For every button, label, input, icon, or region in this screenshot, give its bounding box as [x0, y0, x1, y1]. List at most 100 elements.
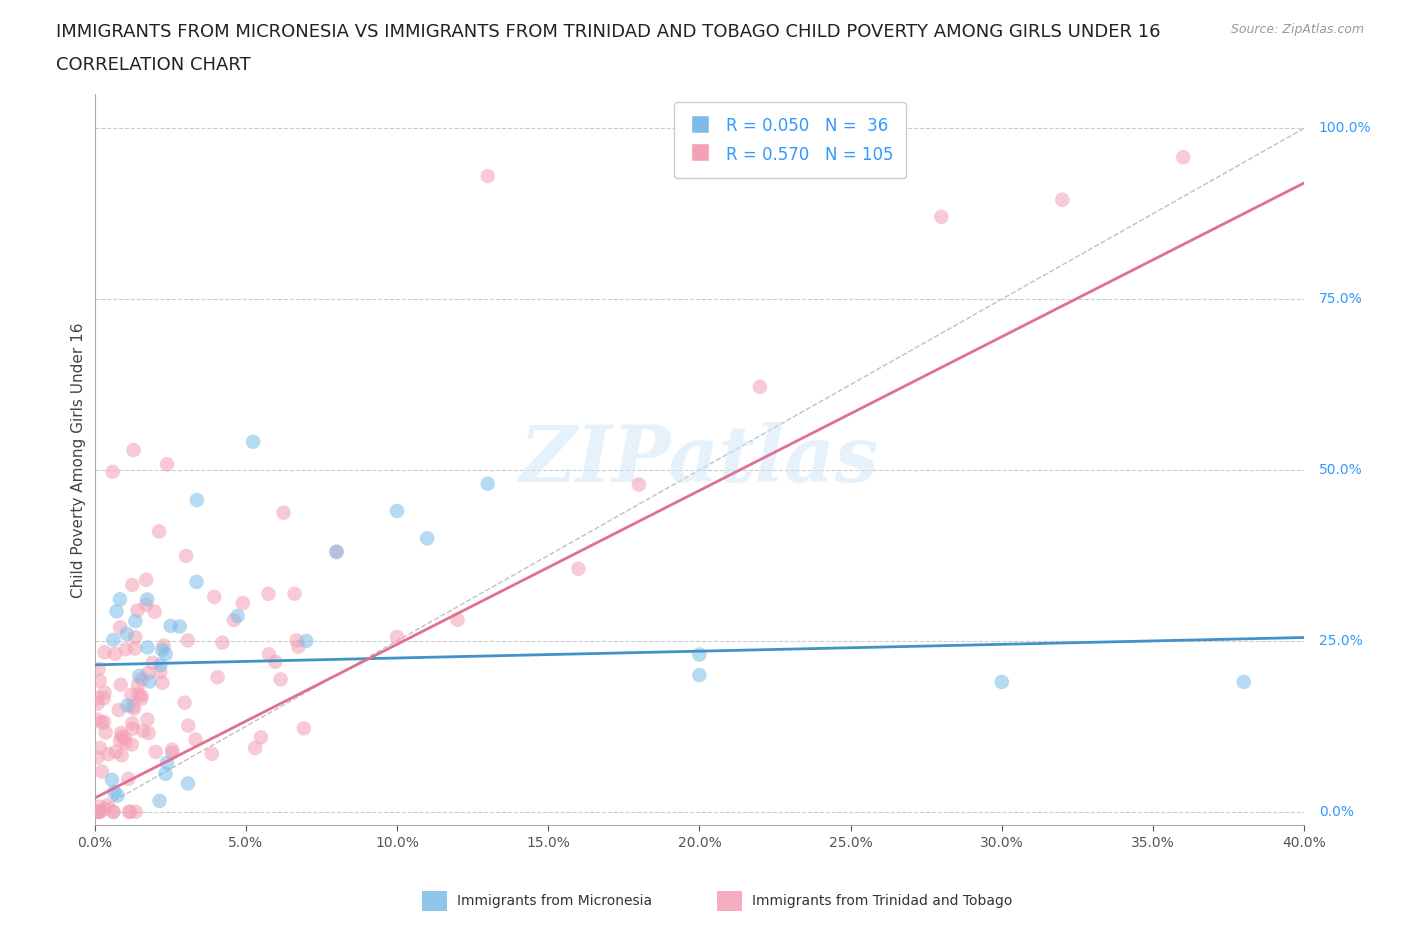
Point [107, 788, 129, 803]
Point [688, 647, 710, 662]
Point [128, 669, 150, 684]
Point [226, 608, 249, 623]
Point [107, 703, 129, 718]
Text: Immigrants from Micronesia: Immigrants from Micronesia [457, 894, 652, 909]
Point [150, 643, 173, 658]
Point [273, 505, 295, 520]
Point [127, 686, 149, 701]
Point [104, 646, 127, 661]
Point [202, 590, 225, 604]
Point [186, 575, 208, 590]
Point [121, 716, 143, 731]
Point [243, 740, 266, 755]
Point [325, 544, 347, 559]
Point [250, 730, 273, 745]
Point [136, 712, 159, 727]
Point [121, 721, 143, 736]
Point [156, 457, 179, 472]
Point [242, 434, 264, 449]
Point [148, 524, 170, 538]
Point [201, 746, 224, 761]
Point [222, 613, 245, 628]
Point [101, 464, 124, 479]
Point [86, 750, 108, 764]
Point [295, 633, 318, 648]
Point [138, 725, 160, 740]
Point [1173, 150, 1195, 165]
Point [124, 614, 146, 629]
Point [174, 549, 197, 564]
Point [114, 736, 136, 751]
Point [89, 673, 111, 688]
Point [284, 586, 307, 601]
Point [207, 670, 229, 684]
Point [121, 699, 143, 714]
Point [156, 755, 179, 770]
Point [931, 209, 953, 224]
Point [136, 592, 159, 607]
Point [143, 604, 166, 619]
Point [162, 745, 184, 760]
Point [446, 612, 468, 627]
Point [136, 666, 159, 681]
Point [186, 493, 208, 508]
Point [103, 804, 125, 819]
Point [122, 701, 145, 716]
Point [285, 633, 308, 648]
Point [94, 725, 117, 740]
Point [108, 620, 131, 635]
Point [177, 776, 200, 790]
Point [111, 729, 134, 744]
Point [184, 732, 207, 747]
Point [131, 688, 153, 703]
Point [292, 721, 315, 736]
Y-axis label: Child Poverty Among Girls Under 16: Child Poverty Among Girls Under 16 [72, 322, 86, 597]
Point [108, 734, 131, 749]
Point [87, 804, 110, 819]
Point [173, 696, 195, 711]
Point [132, 724, 155, 738]
Point [135, 572, 157, 587]
Point [627, 477, 650, 492]
Point [89, 804, 111, 819]
Point [90, 715, 112, 730]
Point [991, 674, 1014, 689]
Point [93, 802, 115, 817]
Point [93, 714, 115, 729]
Text: 75.0%: 75.0% [1319, 292, 1362, 306]
Point [136, 640, 159, 655]
Point [89, 804, 111, 819]
Point [270, 671, 292, 686]
Point [97, 747, 120, 762]
Point [257, 586, 280, 601]
Point [748, 379, 770, 394]
Point [385, 504, 408, 519]
Point [149, 664, 172, 679]
Point [232, 595, 254, 610]
Point [257, 647, 280, 662]
Point [152, 638, 174, 653]
Point [264, 655, 287, 670]
Point [177, 633, 200, 648]
Point [416, 531, 439, 546]
Point [169, 619, 191, 634]
Point [86, 804, 108, 819]
Point [155, 646, 177, 661]
Point [105, 604, 128, 618]
Point [159, 618, 181, 633]
Point [160, 742, 183, 757]
Point [122, 443, 145, 458]
Point [124, 630, 146, 644]
Point [135, 597, 157, 612]
Point [149, 658, 172, 672]
Point [145, 745, 167, 760]
Text: Immigrants from Trinidad and Tobago: Immigrants from Trinidad and Tobago [752, 894, 1012, 909]
Point [91, 764, 114, 779]
Point [125, 804, 148, 819]
Text: ZIPatlas: ZIPatlas [520, 421, 879, 498]
Point [211, 635, 233, 650]
Point [142, 656, 165, 671]
Text: CORRELATION CHART: CORRELATION CHART [56, 56, 252, 73]
Point [152, 675, 174, 690]
Point [101, 772, 124, 787]
